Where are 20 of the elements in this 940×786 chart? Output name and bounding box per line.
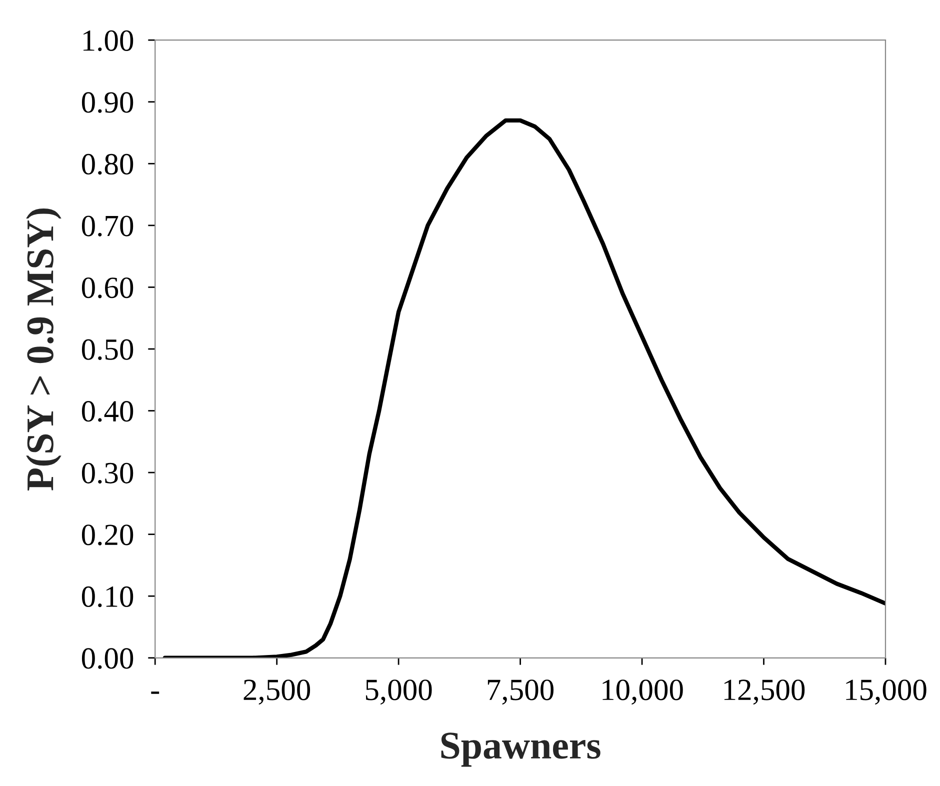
- y-tick-label: 0.00: [82, 648, 134, 669]
- y-tick-label: 0.80: [82, 154, 134, 175]
- x-tick-label: 10,000: [602, 680, 683, 705]
- x-tick-label: -: [151, 692, 160, 694]
- y-tick-label: 0.10: [82, 586, 134, 608]
- x-axis-title: Spawners: [441, 732, 600, 767]
- y-tick-label: 0.50: [82, 339, 134, 360]
- x-tick-label: 15,000: [846, 680, 926, 705]
- y-tick-label: 0.90: [82, 92, 134, 113]
- y-tick-label: 0.70: [82, 216, 134, 236]
- y-tick-label: 0.30: [82, 462, 134, 484]
- y-tick-label: 0.20: [82, 524, 134, 546]
- x-tick-label: 5,000: [366, 680, 432, 705]
- y-tick-label: 0.60: [82, 277, 134, 298]
- x-tick-label: 7,500: [488, 680, 554, 705]
- y-axis-title: P(SY > 0.9 MSY): [26, 208, 62, 490]
- x-tick-label: 2,500: [244, 680, 310, 705]
- y-tick-label: 1.00: [83, 30, 134, 52]
- y-tick-label: 0.40: [82, 401, 134, 422]
- x-tick-label: 12,500: [724, 680, 805, 705]
